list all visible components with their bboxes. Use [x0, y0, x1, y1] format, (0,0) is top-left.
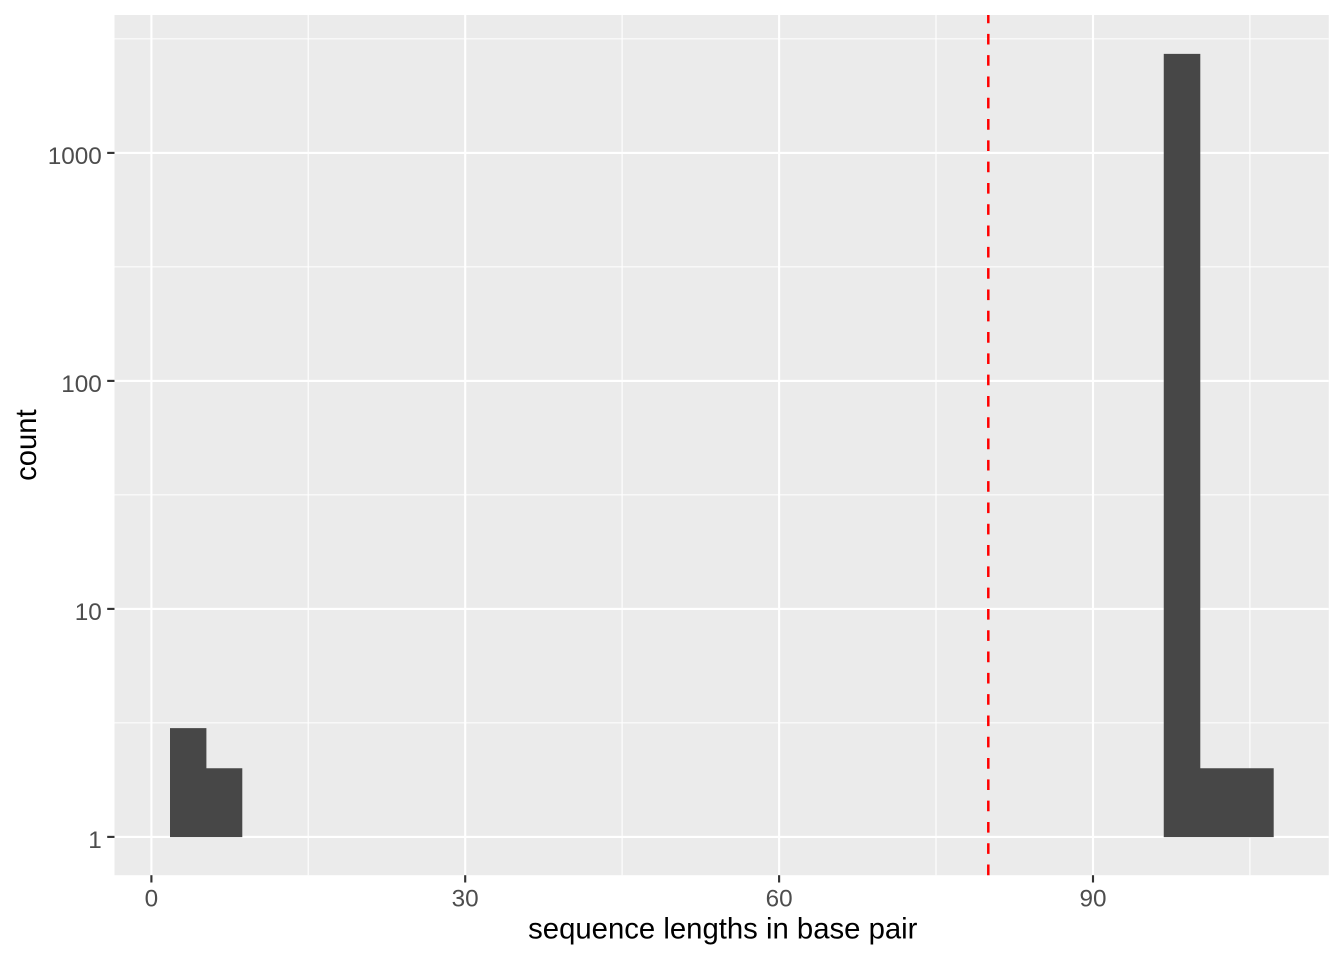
svg-text:90: 90: [1079, 886, 1106, 913]
svg-text:100: 100: [61, 371, 102, 398]
svg-text:sequence lengths in base pair: sequence lengths in base pair: [528, 912, 918, 945]
svg-text:1: 1: [88, 827, 102, 854]
svg-text:30: 30: [452, 886, 479, 913]
svg-text:10: 10: [75, 599, 102, 626]
svg-text:60: 60: [766, 886, 793, 913]
svg-text:1000: 1000: [48, 143, 102, 170]
svg-text:0: 0: [145, 886, 159, 913]
svg-text:count: count: [10, 409, 43, 481]
